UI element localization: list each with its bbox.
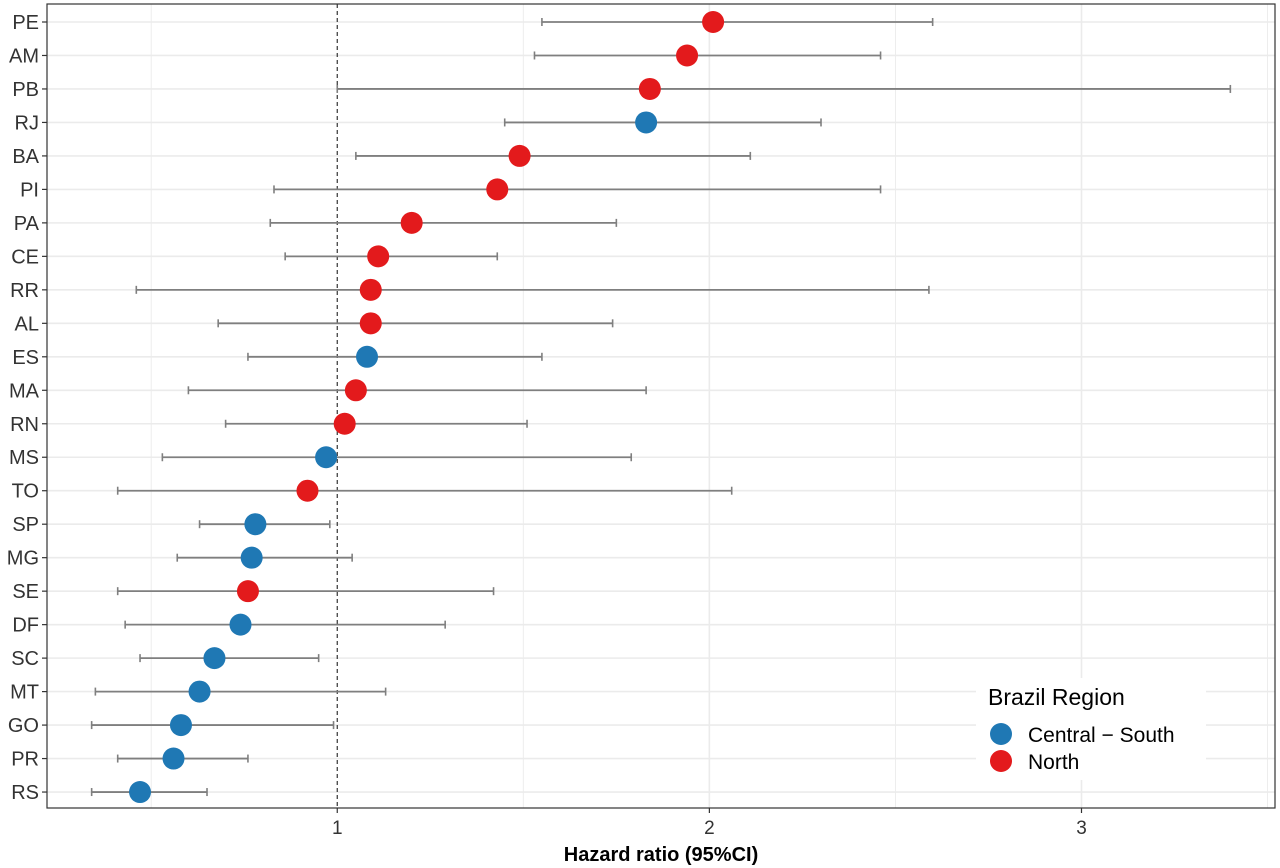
point-es [356,345,379,368]
points-layer [129,11,725,804]
y-tick-label-ce: CE [11,246,39,268]
point-ms [315,446,338,469]
point-df [229,613,252,636]
x-axis-title: Hazard ratio (95%CI) [564,844,759,866]
point-se [236,580,259,603]
y-tick-label-sc: SC [11,648,39,670]
legend-key-central-south [990,723,1012,745]
y-tick-label-rs: RS [11,782,39,804]
point-rj [635,111,658,134]
point-pi [486,178,509,201]
y-tick-label-pr: PR [11,749,39,771]
point-mt [188,680,211,703]
x-axis-ticks: 1 2 3 [332,808,1087,839]
y-tick-label-mt: MT [10,682,39,704]
point-to [296,479,319,502]
point-pa [400,211,423,234]
y-tick-label-pe: PE [12,12,39,34]
y-tick-label-al: AL [15,313,39,335]
point-al [359,312,382,335]
point-ba [508,144,531,167]
point-sc [203,647,226,670]
point-ce [367,245,390,268]
point-mg [240,546,263,569]
x-tick-label-2: 2 [704,818,715,839]
y-tick-label-am: AM [9,45,39,67]
point-ma [344,379,367,402]
y-tick-label-rj: RJ [15,112,39,134]
x-tick-label-1: 1 [332,818,343,839]
y-axis-labels: PE AM PB RJ BA PI PA CE RR AL ES MA RN MS TO SP MG SE DF SC… [7,12,47,804]
point-go [169,714,192,737]
point-pb [638,77,661,100]
y-tick-label-pi: PI [20,179,39,201]
legend-label-north: North [1028,751,1079,774]
legend: Brazil Region Central − South North [976,678,1206,780]
legend-key-north [990,750,1012,772]
y-tick-label-sp: SP [12,514,39,536]
point-rr [359,278,382,301]
legend-background [976,678,1206,780]
point-rs [129,781,152,804]
y-tick-label-mg: MG [7,548,39,570]
point-sp [244,513,267,536]
point-rn [333,412,356,435]
legend-label-central-south: Central − South [1028,724,1175,747]
panel-border [46,3,1276,809]
y-tick-label-go: GO [8,715,39,737]
y-tick-label-rn: RN [10,414,39,436]
panel-background [47,4,1275,808]
point-pr [162,747,185,770]
point-pe [702,11,725,33]
y-tick-label-df: DF [12,615,39,637]
y-tick-label-pb: PB [12,79,39,101]
y-tick-label-ba: BA [12,146,39,168]
point-am [676,44,699,67]
x-tick-label-3: 3 [1076,818,1087,839]
y-tick-label-pa: PA [14,213,40,235]
legend-title: Brazil Region [988,684,1125,710]
y-tick-label-ma: MA [9,380,40,402]
y-tick-label-rr: RR [10,280,39,302]
y-tick-label-es: ES [12,347,39,369]
y-tick-label-ms: MS [9,447,39,469]
y-tick-label-to: TO [12,481,39,503]
y-tick-label-se: SE [12,581,39,603]
